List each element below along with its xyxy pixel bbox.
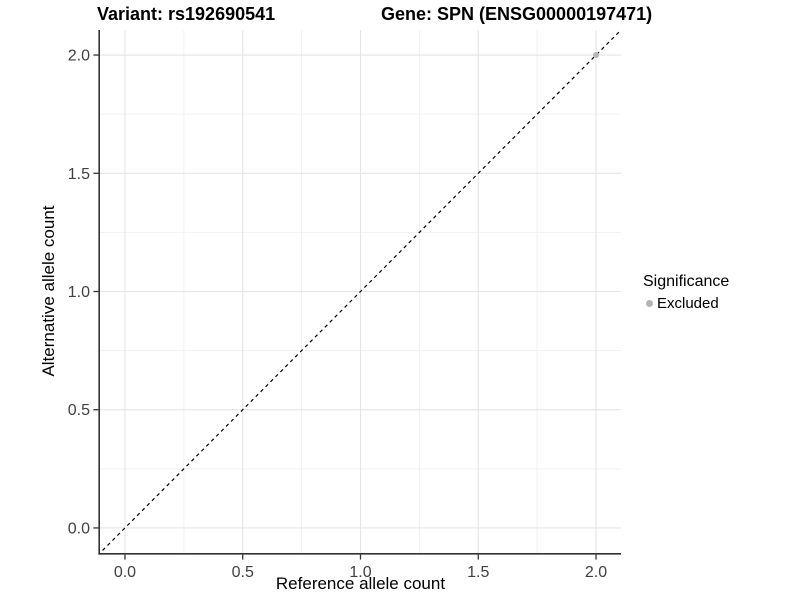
- plot-title-variant: Variant: rs192690541: [97, 4, 276, 24]
- legend-item-label: Excluded: [657, 295, 719, 312]
- x-tick-labels: 0.0 0.5 1.0 1.5 2.0: [114, 564, 607, 581]
- x-axis-title: Reference allele count: [275, 574, 446, 593]
- y-tick-label: 2.0: [68, 48, 90, 65]
- data-points: [593, 52, 600, 59]
- legend-title: Significance: [643, 273, 730, 290]
- identity-line: [100, 30, 621, 553]
- legend: Significance Excluded: [643, 272, 793, 313]
- y-axis-title: Alternative allele count: [39, 205, 58, 377]
- y-tick-label: 0.0: [68, 520, 90, 537]
- data-point: [593, 52, 600, 59]
- plot-title-gene: Gene: SPN (ENSG00000197471): [381, 4, 653, 24]
- legend-point-icon: [646, 300, 653, 307]
- axis-lines: [98, 30, 621, 555]
- x-tick-label: 0.0: [114, 564, 136, 581]
- tick-marks: [93, 54, 597, 560]
- legend-item-excluded: Excluded: [643, 294, 793, 313]
- y-tick-label: 1.0: [68, 284, 90, 301]
- x-tick-label: 2.0: [585, 564, 607, 581]
- x-tick-label: 1.5: [467, 564, 489, 581]
- x-tick-label: 1.0: [349, 564, 371, 581]
- y-tick-label: 1.5: [68, 166, 90, 183]
- y-tick-label: 0.5: [68, 402, 90, 419]
- y-tick-labels: 0.0 0.5 1.0 1.5 2.0: [68, 48, 90, 538]
- x-tick-label: 0.5: [232, 564, 254, 581]
